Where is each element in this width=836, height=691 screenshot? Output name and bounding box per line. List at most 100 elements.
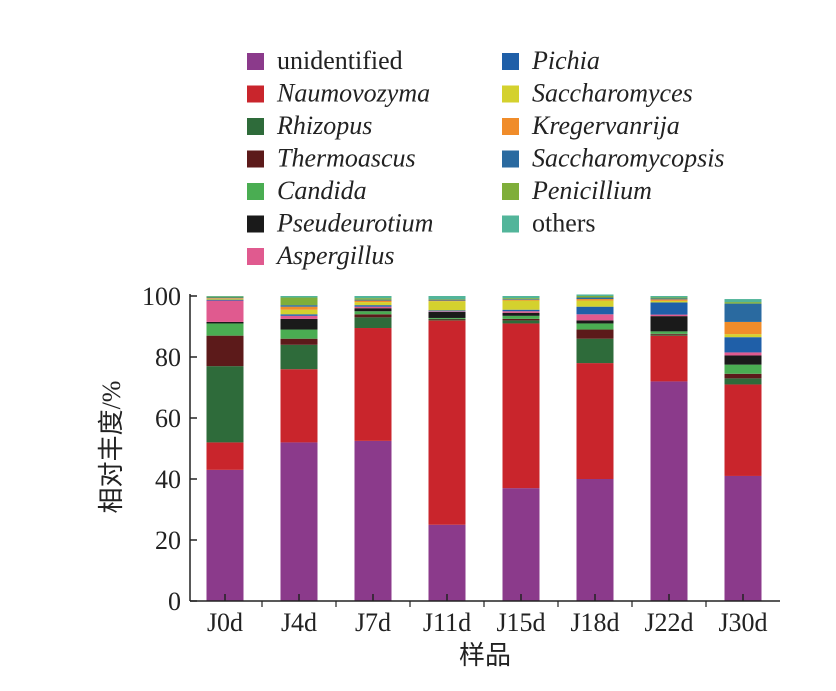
bar-segment-others xyxy=(502,296,540,299)
bar-segment-pichia xyxy=(428,310,466,312)
bar-segment-pichia xyxy=(354,305,392,307)
bar-stack-j0d xyxy=(206,296,244,601)
bar-segment-saccharomycopsis xyxy=(354,299,392,301)
legend-swatch xyxy=(247,53,264,70)
bar-segment-saccharomyces xyxy=(428,301,466,311)
legend-item-saccharomycopsis: Saccharomycopsis xyxy=(502,144,725,173)
legend-item-thermoascus: Thermoascus xyxy=(247,144,416,173)
legend-item-pseudeurotium: Pseudeurotium xyxy=(247,209,433,238)
legend-swatch xyxy=(502,150,519,168)
bar-stack-j30d xyxy=(724,299,762,601)
bar-segment-pseudeurotium xyxy=(280,318,318,330)
bars-group xyxy=(206,294,762,601)
bar-segment-aspergillus xyxy=(724,352,762,356)
bar-segment-saccharomycopsis xyxy=(206,297,244,299)
bar-segment-kregervanrija xyxy=(428,300,466,302)
legend-label: Penicillium xyxy=(531,176,652,205)
legend-label: others xyxy=(532,209,596,238)
bar-segment-thermoascus xyxy=(724,373,762,379)
y-tick-label: 0 xyxy=(168,587,181,616)
bar-segment-unidentified xyxy=(650,381,688,601)
x-tick-label: J4d xyxy=(281,608,317,637)
legend-label: unidentified xyxy=(277,46,403,75)
bar-segment-thermoascus xyxy=(650,333,688,335)
bar-segment-penicillium xyxy=(280,297,318,306)
bar-stack-j15d xyxy=(502,296,540,601)
x-tick-label: J22d xyxy=(644,608,693,637)
legend-item-unidentified: unidentified xyxy=(247,46,403,75)
bar-segment-candida xyxy=(428,317,466,319)
bar-segment-naumovozyma xyxy=(576,363,614,479)
bar-segment-naumovozyma xyxy=(502,323,540,489)
bar-stack-j22d xyxy=(650,296,688,601)
bar-segment-saccharomyces xyxy=(206,298,244,300)
bar-segment-thermoascus xyxy=(206,335,244,367)
legend-label: Thermoascus xyxy=(277,144,416,173)
legend-label: Saccharomycopsis xyxy=(532,144,725,173)
bar-segment-rhizopus xyxy=(650,334,688,336)
legend-swatch xyxy=(247,183,264,200)
bar-segment-unidentified xyxy=(206,469,244,601)
legend-item-rhizopus: Rhizopus xyxy=(247,111,372,140)
legend-item-saccharomyces: Saccharomyces xyxy=(502,79,693,108)
bar-segment-candida xyxy=(650,331,688,334)
bar-segment-candida xyxy=(354,311,392,315)
bar-segment-saccharomycopsis xyxy=(428,299,466,301)
bar-segment-thermoascus xyxy=(280,338,318,345)
y-tick-label: 80 xyxy=(155,343,181,372)
bar-segment-kregervanrija xyxy=(206,298,244,299)
bar-segment-unidentified xyxy=(724,475,762,601)
bar-segment-pseudeurotium xyxy=(724,355,762,365)
bar-segment-naumovozyma xyxy=(650,335,688,382)
bar-segment-pseudeurotium xyxy=(576,320,614,324)
legend-swatch xyxy=(247,215,264,233)
legend-swatch xyxy=(502,118,519,135)
bar-segment-kregervanrija xyxy=(280,306,318,310)
legend-label: Saccharomyces xyxy=(532,79,693,108)
x-tick-label: J7d xyxy=(355,608,391,637)
bar-segment-saccharomycopsis xyxy=(576,297,614,300)
bar-stack-j7d xyxy=(354,296,392,601)
bar-segment-naumovozyma xyxy=(354,328,392,441)
legend-item-pichia: Pichia xyxy=(502,46,600,75)
bar-segment-kregervanrija xyxy=(576,299,614,301)
y-axis-label: 相对丰度/% xyxy=(97,381,126,514)
bar-segment-kregervanrija xyxy=(354,300,392,303)
bar-segment-pichia xyxy=(650,302,688,315)
legend-label: Pseudeurotium xyxy=(276,209,433,238)
bar-segment-rhizopus xyxy=(428,319,466,321)
y-tick-label: 100 xyxy=(142,282,181,311)
x-tick-label: J15d xyxy=(496,608,545,637)
legend-item-kregervanrija: Kregervanrija xyxy=(502,111,680,140)
bar-segment-saccharomycopsis xyxy=(502,299,540,300)
legend-label: Naumovozyma xyxy=(276,79,430,108)
bar-segment-unidentified xyxy=(428,524,466,601)
legend-item-candida: Candida xyxy=(247,176,367,205)
bar-segment-naumovozyma xyxy=(724,384,762,476)
legend: unidentified Naumovozyma Rhizopus Thermoasc… xyxy=(247,46,725,270)
bar-segment-aspergillus xyxy=(280,315,318,319)
legend-item-aspergillus: Aspergillus xyxy=(247,241,394,270)
legend-label: Kregervanrija xyxy=(531,111,680,140)
bar-segment-pichia xyxy=(280,314,318,316)
bar-segment-saccharomyces xyxy=(502,300,540,310)
bar-segment-rhizopus xyxy=(502,320,540,324)
bar-segment-pseudeurotium xyxy=(354,308,392,312)
bar-segment-saccharomycopsis xyxy=(650,298,688,300)
bar-segment-penicillium xyxy=(206,296,244,298)
bar-segment-others xyxy=(576,294,614,296)
bar-segment-aspergillus xyxy=(650,314,688,317)
bar-segment-aspergillus xyxy=(576,314,614,321)
x-tick-label: J11d xyxy=(423,608,471,637)
x-tick-label: J30d xyxy=(718,608,767,637)
bar-segment-rhizopus xyxy=(206,366,244,443)
bar-segment-saccharomycopsis xyxy=(280,305,318,307)
bar-segment-unidentified xyxy=(354,440,392,601)
bar-segment-saccharomyces xyxy=(576,300,614,307)
bar-segment-others xyxy=(280,296,318,298)
x-tick-label: J0d xyxy=(207,608,243,637)
bar-segment-candida xyxy=(724,364,762,374)
y-tick-label: 20 xyxy=(155,526,181,555)
legend-swatch xyxy=(502,53,519,70)
bar-segment-kregervanrija xyxy=(650,299,688,301)
